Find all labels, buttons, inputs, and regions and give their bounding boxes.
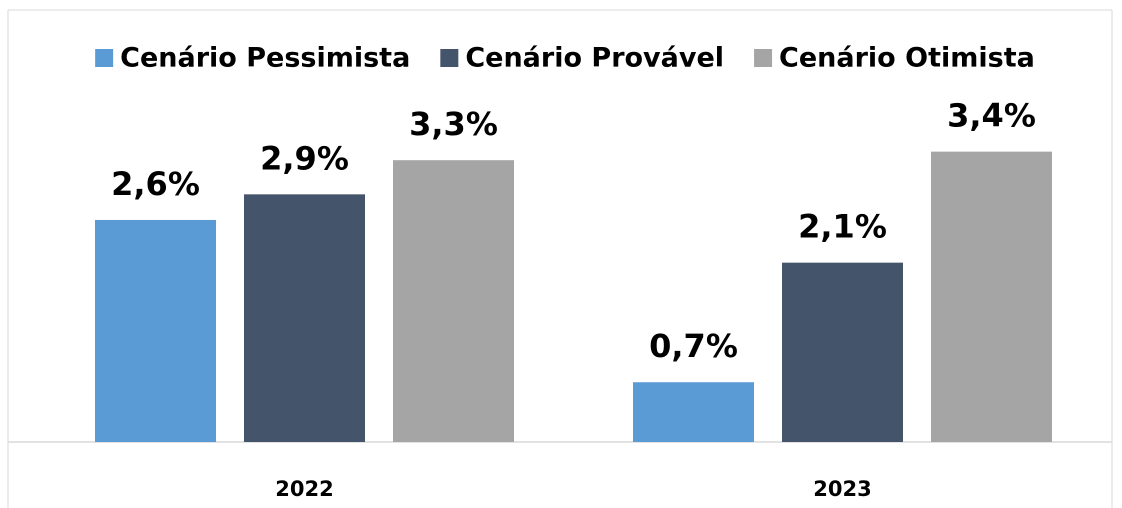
value-label: 2,6% — [111, 165, 200, 203]
bar — [633, 382, 754, 442]
value-label: 2,9% — [260, 139, 349, 177]
bar — [931, 151, 1052, 442]
x-tick-label: 2022 — [275, 477, 333, 501]
bar — [393, 160, 514, 442]
legend-swatch — [754, 49, 773, 67]
legend-text: Cenário Provável — [465, 43, 724, 74]
bar — [95, 219, 216, 442]
value-label: 2,1% — [798, 208, 887, 246]
legend-swatch — [95, 49, 114, 67]
bar — [782, 262, 903, 442]
bar — [244, 194, 365, 442]
value-label: 0,7% — [649, 327, 738, 365]
legend-text: Cenário Pessimista — [120, 43, 410, 74]
value-label: 3,4% — [947, 97, 1036, 135]
legend-text: Cenário Otimista — [779, 43, 1035, 74]
value-label: 3,3% — [409, 105, 498, 143]
x-tick-label: 2023 — [813, 477, 871, 501]
legend-swatch — [440, 49, 459, 67]
